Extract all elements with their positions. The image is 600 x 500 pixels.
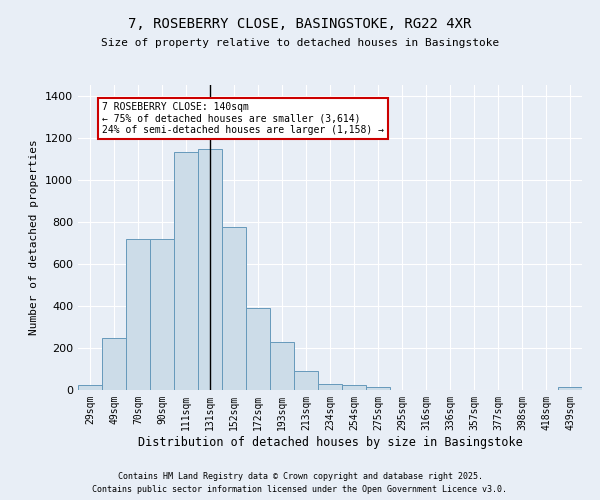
Bar xyxy=(174,152,198,390)
Bar xyxy=(294,371,318,390)
Bar xyxy=(222,227,246,390)
Text: Contains public sector information licensed under the Open Government Licence v3: Contains public sector information licen… xyxy=(92,485,508,494)
Y-axis label: Number of detached properties: Number of detached properties xyxy=(29,140,40,336)
Bar xyxy=(78,384,102,390)
Bar xyxy=(342,386,366,390)
Bar xyxy=(150,238,174,390)
Text: Contains HM Land Registry data © Crown copyright and database right 2025.: Contains HM Land Registry data © Crown c… xyxy=(118,472,482,481)
Bar xyxy=(270,342,294,390)
Text: 7 ROSEBERRY CLOSE: 140sqm
← 75% of detached houses are smaller (3,614)
24% of se: 7 ROSEBERRY CLOSE: 140sqm ← 75% of detac… xyxy=(102,102,384,135)
Text: Size of property relative to detached houses in Basingstoke: Size of property relative to detached ho… xyxy=(101,38,499,48)
Text: 7, ROSEBERRY CLOSE, BASINGSTOKE, RG22 4XR: 7, ROSEBERRY CLOSE, BASINGSTOKE, RG22 4X… xyxy=(128,18,472,32)
Bar xyxy=(126,238,150,390)
Bar xyxy=(318,384,342,390)
Bar xyxy=(198,149,222,390)
Bar xyxy=(558,388,582,390)
Bar xyxy=(246,308,270,390)
X-axis label: Distribution of detached houses by size in Basingstoke: Distribution of detached houses by size … xyxy=(137,436,523,448)
Bar xyxy=(366,386,390,390)
Bar xyxy=(102,338,126,390)
